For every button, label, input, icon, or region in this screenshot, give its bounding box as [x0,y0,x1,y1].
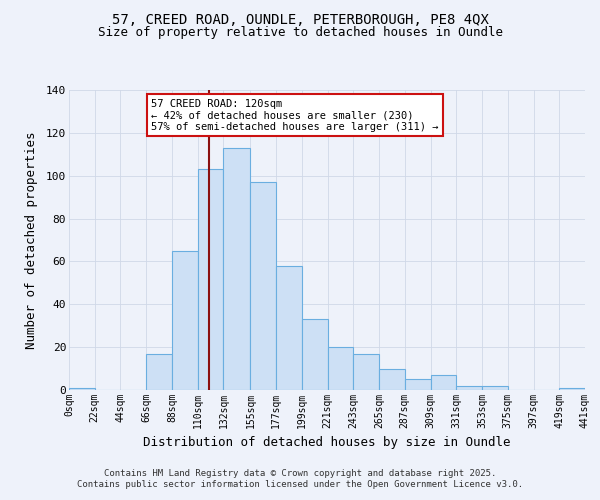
Text: 57, CREED ROAD, OUNDLE, PETERBOROUGH, PE8 4QX: 57, CREED ROAD, OUNDLE, PETERBOROUGH, PE… [112,12,488,26]
Bar [431,375,456,390]
Bar [379,368,405,390]
Bar [328,347,353,390]
Bar [559,388,585,390]
X-axis label: Distribution of detached houses by size in Oundle: Distribution of detached houses by size … [143,436,511,450]
Bar [405,380,431,390]
Bar [276,266,302,390]
Bar [353,354,379,390]
Bar [69,388,95,390]
Text: Contains HM Land Registry data © Crown copyright and database right 2025.: Contains HM Land Registry data © Crown c… [104,468,496,477]
Bar [172,250,198,390]
Y-axis label: Number of detached properties: Number of detached properties [25,131,38,349]
Bar [146,354,172,390]
Bar [302,320,328,390]
Bar [482,386,508,390]
Bar [223,148,250,390]
Text: 57 CREED ROAD: 120sqm
← 42% of detached houses are smaller (230)
57% of semi-det: 57 CREED ROAD: 120sqm ← 42% of detached … [151,98,439,132]
Text: Contains public sector information licensed under the Open Government Licence v3: Contains public sector information licen… [77,480,523,489]
Bar [456,386,482,390]
Text: Size of property relative to detached houses in Oundle: Size of property relative to detached ho… [97,26,503,39]
Bar [198,170,223,390]
Bar [250,182,276,390]
